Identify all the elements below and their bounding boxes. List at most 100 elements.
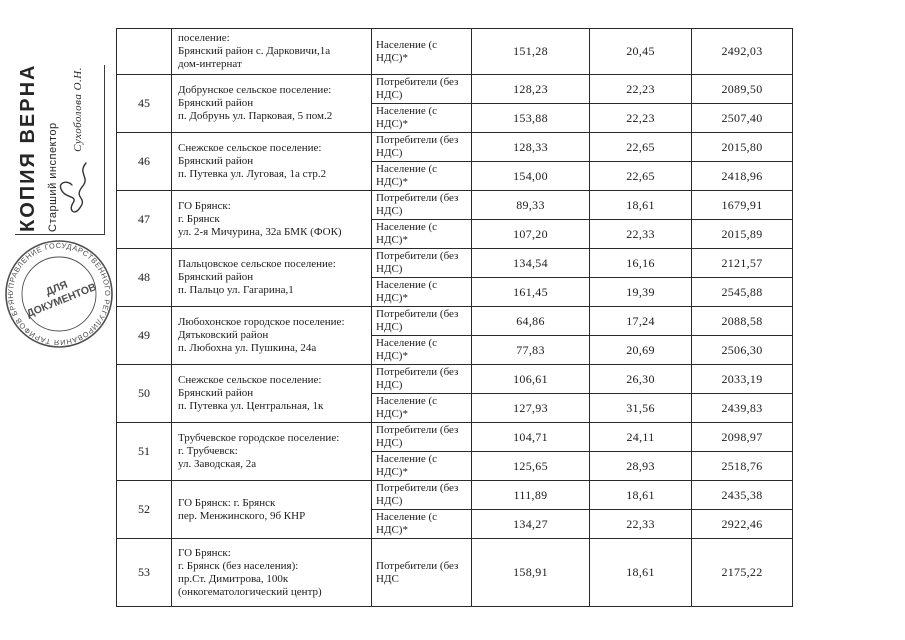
tariff-value-cell: 18,61 [589, 538, 692, 607]
tariff-value-cell: 2418,96 [691, 161, 793, 191]
tariff-value-cell: 18,61 [589, 190, 692, 220]
tariff-value-cell: 64,86 [471, 306, 590, 336]
tariff-table-body: поселение: Брянский район с. Дарковичи,1… [116, 28, 793, 607]
row-number-cell: 48 [116, 248, 172, 307]
tariff-value-cell: 22,33 [589, 219, 692, 249]
consumer-type-cell: Потребители (без НДС) [371, 248, 472, 278]
consumer-type-cell: Население (с НДС)* [371, 161, 472, 191]
consumer-type-cell: Потребители (без НДС) [371, 132, 472, 162]
tariff-row: 48 Пальцовское сельское поселение: Брянск… [116, 248, 793, 307]
tariff-value-cell: 128,23 [471, 74, 590, 104]
consumer-type-cell: Потребители (без НДС) [371, 306, 472, 336]
tariff-value-cell: 77,83 [471, 335, 590, 365]
row-number-cell: 47 [116, 190, 172, 249]
tariff-value-cell: 111,89 [471, 480, 590, 510]
tariff-value-cell: 2506,30 [691, 335, 793, 365]
signature [59, 162, 87, 213]
tariff-value-cell: 22,65 [589, 132, 692, 162]
settlement-cell: ГО Брянск: г. Брянск (без населения): пр… [171, 538, 372, 607]
tariff-row: 45 Добрунское сельское поселение: Брянски… [116, 74, 793, 133]
tariff-value-cell: 2033,19 [691, 364, 793, 394]
row-number-cell: 45 [116, 74, 172, 133]
tariff-value-cell: 2492,03 [691, 28, 793, 75]
tariff-value-cell: 26,30 [589, 364, 692, 394]
consumer-type-cell: Потребители (без НДС) [371, 422, 472, 452]
tariff-value-cell: 18,61 [589, 480, 692, 510]
tariff-value-cell: 89,33 [471, 190, 590, 220]
tariff-value-cell: 2922,46 [691, 509, 793, 539]
tariff-value-cell: 22,65 [589, 161, 692, 191]
stamp-center-text: ДЛЯ ДОКУМЕНТОВ [25, 279, 99, 320]
row-number-cell: 49 [116, 306, 172, 365]
tariff-row: Население (с НДС)* 134,27 22,33 2922,46 [117, 509, 793, 539]
consumer-type-cell: Население (с НДС)* [371, 451, 472, 481]
tariff-value-cell: 125,65 [471, 451, 590, 481]
tariff-row: Население (с НДС)* 161,45 19,39 2545,88 [117, 277, 793, 307]
tariff-value-cell: 17,24 [589, 306, 692, 336]
consumer-type-cell: Население (с НДС)* [371, 277, 472, 307]
tariff-value-cell: 2098,97 [691, 422, 793, 452]
consumer-type-cell: Потребители (без НДС [371, 538, 472, 607]
tariff-value-cell: 161,45 [471, 277, 590, 307]
tariff-value-cell: 31,56 [589, 393, 692, 423]
tariff-value-cell: 2015,89 [691, 219, 793, 249]
consumer-type-cell: Потребители (без НДС) [371, 364, 472, 394]
tariff-value-cell: 24,11 [589, 422, 692, 452]
tariff-value-cell: 106,61 [471, 364, 590, 394]
tariff-table: поселение: Брянский район с. Дарковичи,1… [116, 28, 793, 607]
tariff-value-cell: 2439,83 [691, 393, 793, 423]
round-documents-stamp: УПРАВЛЕНИЕ ГОСУДАРСТВЕННОГО РЕГУЛИРОВАНИ… [2, 237, 113, 348]
tariff-value-cell: 107,20 [471, 219, 590, 249]
tariff-value-cell: 158,91 [471, 538, 590, 607]
settlement-cell: Пальцовское сельское поселение: Брянский… [171, 248, 372, 307]
tariff-row: 50 Снежское сельское поселение: Брянский … [116, 364, 793, 423]
tariff-row: 53 ГО Брянск: г. Брянск (без населения): … [116, 538, 793, 607]
consumer-type-cell: Население (с НДС)* [371, 393, 472, 423]
consumer-type-cell: Население (с НДС)* [371, 103, 472, 133]
tariff-value-cell: 2175,22 [691, 538, 793, 607]
tariff-row: Население (с НДС)* 125,65 28,93 2518,76 [117, 451, 793, 481]
tariff-row: 49 Любохонское городское поселение: Дятьк… [116, 306, 793, 365]
settlement-cell: Снежское сельское поселение: Брянский ра… [171, 132, 372, 191]
consumer-type-cell: Население (с НДС)* [371, 335, 472, 365]
row-number-cell: 52 [116, 480, 172, 539]
tariff-value-cell: 2507,40 [691, 103, 793, 133]
tariff-value-cell: 127,93 [471, 393, 590, 423]
consumer-type-cell: Население (с НДС)* [371, 219, 472, 249]
tariff-row: 46 Снежское сельское поселение: Брянский … [116, 132, 793, 191]
tariff-value-cell: 2089,50 [691, 74, 793, 104]
row-number-cell: 46 [116, 132, 172, 191]
tariff-value-cell: 19,39 [589, 277, 692, 307]
tariff-value-cell: 22,23 [589, 74, 692, 104]
tariff-value-cell: 2088,58 [691, 306, 793, 336]
tariff-value-cell: 2121,57 [691, 248, 793, 278]
settlement-cell: ГО Брянск: г. Брянск ул. 2-я Мичурина, 3… [171, 190, 372, 249]
tariff-value-cell: 22,23 [589, 103, 692, 133]
tariff-value-cell: 2545,88 [691, 277, 793, 307]
tariff-value-cell: 2435,38 [691, 480, 793, 510]
tariff-value-cell: 128,33 [471, 132, 590, 162]
tariff-row: Население (с НДС)* 77,83 20,69 2506,30 [117, 335, 793, 365]
stamp-inner-circle [21, 256, 97, 332]
row-number-cell: 51 [116, 422, 172, 481]
tariff-value-cell: 154,00 [471, 161, 590, 191]
tariff-value-cell: 134,54 [471, 248, 590, 278]
tariff-value-cell: 1679,91 [691, 190, 793, 220]
tariff-value-cell: 20,45 [589, 28, 692, 75]
consumer-type-cell: Население (с НДС)* [371, 28, 472, 75]
tariff-value-cell: 16,16 [589, 248, 692, 278]
row-number-cell: 50 [116, 364, 172, 423]
tariff-row: Население (с НДС)* 127,93 31,56 2439,83 [117, 393, 793, 423]
consumer-type-cell: Потребители (без НДС) [371, 190, 472, 220]
row-number-cell [116, 28, 172, 75]
tariff-row: 51 Трубчевское городское поселение: г. Тр… [116, 422, 793, 481]
tariff-row: 52 ГО Брянск: г. Брянск пер. Менжинского,… [116, 480, 793, 539]
stamp-outer-circle [5, 240, 113, 348]
consumer-type-cell: Население (с НДС)* [371, 509, 472, 539]
settlement-cell: Добрунское сельское поселение: Брянский … [171, 74, 372, 133]
tariff-value-cell: 22,33 [589, 509, 692, 539]
tariff-value-cell: 20,69 [589, 335, 692, 365]
tariff-row: 47 ГО Брянск: г. Брянск ул. 2-я Мичурина,… [116, 190, 793, 249]
settlement-cell: ГО Брянск: г. Брянск пер. Менжинского, 9… [171, 480, 372, 539]
tariff-value-cell: 151,28 [471, 28, 590, 75]
